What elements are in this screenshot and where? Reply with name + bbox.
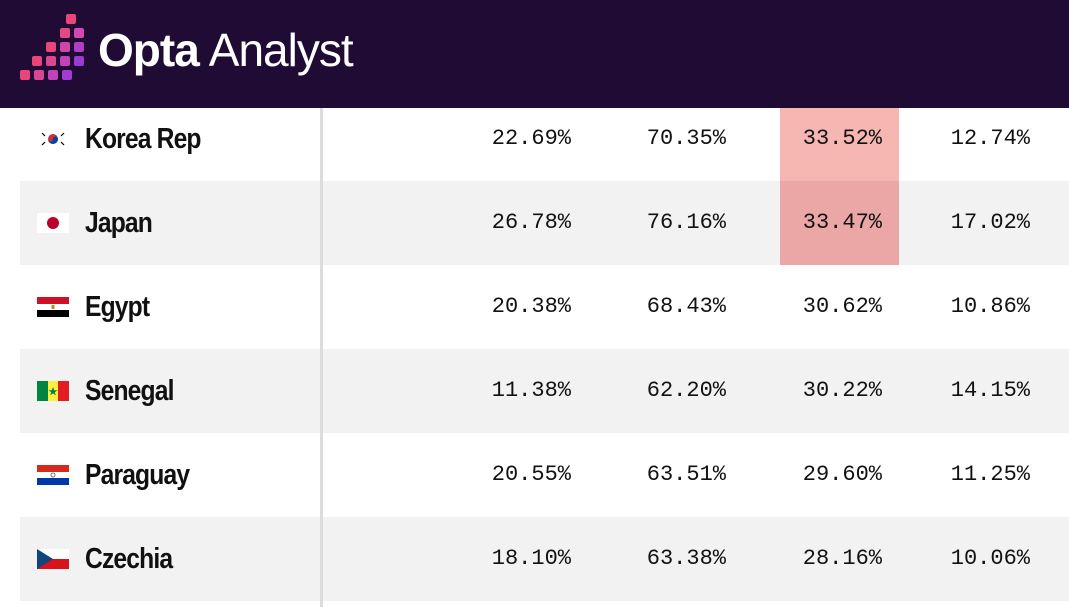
table-row: Senegal 11.38% 62.20% 30.22% 14.15% (0, 349, 1069, 433)
cell: 33.47% (802, 210, 882, 235)
cell: 17.02% (950, 210, 1030, 235)
cell: 70.35% (646, 126, 726, 151)
cell: 30.62% (802, 294, 882, 319)
cell: 26.78% (491, 210, 571, 235)
highlight (780, 181, 899, 265)
brand-light: Analyst (208, 24, 354, 76)
cell: 20.38% (491, 294, 571, 319)
table-row: Paraguay 20.55% 63.51% 29.60% 11.25% (0, 433, 1069, 517)
cell: 30.22% (802, 378, 882, 403)
cell: 10.86% (950, 294, 1030, 319)
cell: 63.51% (646, 462, 726, 487)
cell: 12.74% (950, 126, 1030, 151)
highlight (780, 97, 899, 181)
cell: 22.69% (491, 126, 571, 151)
flag (37, 381, 69, 401)
flag (37, 213, 69, 233)
column-divider (320, 108, 323, 607)
cell: 18.10% (491, 546, 571, 571)
table-row: Korea Rep 22.69% 70.35% 33.52% 12.74% (0, 97, 1069, 181)
cell: 14.15% (950, 378, 1030, 403)
country: Egypt (85, 291, 150, 323)
country: Korea Rep (85, 123, 201, 155)
logo-icon (20, 14, 84, 80)
brand: Opta Analyst (98, 22, 354, 78)
brand-bold: Opta (98, 24, 200, 76)
flag (37, 549, 69, 569)
country: Senegal (85, 375, 174, 407)
cell: 29.60% (802, 462, 882, 487)
cell: 11.38% (491, 378, 571, 403)
country: Czechia (85, 543, 173, 575)
cell: 33.52% (802, 126, 882, 151)
cell: 63.38% (646, 546, 726, 571)
cell: 20.55% (491, 462, 571, 487)
country: Paraguay (85, 459, 190, 491)
table-row: Czechia 18.10% 63.38% 28.16% 10.06% (0, 517, 1069, 601)
cell: 11.25% (950, 462, 1030, 487)
flag (37, 465, 69, 485)
header: Opta Analyst (0, 0, 1069, 108)
table-row: Egypt 20.38% 68.43% 30.62% 10.86% (0, 265, 1069, 349)
country: Japan (85, 207, 153, 239)
cell: 28.16% (802, 546, 882, 571)
table-row: Japan 26.78% 76.16% 33.47% 17.02% (0, 181, 1069, 265)
cell: 76.16% (646, 210, 726, 235)
cell: 10.06% (950, 546, 1030, 571)
flag (37, 129, 69, 149)
cell: 62.20% (646, 378, 726, 403)
flag (37, 297, 69, 317)
cell: 68.43% (646, 294, 726, 319)
